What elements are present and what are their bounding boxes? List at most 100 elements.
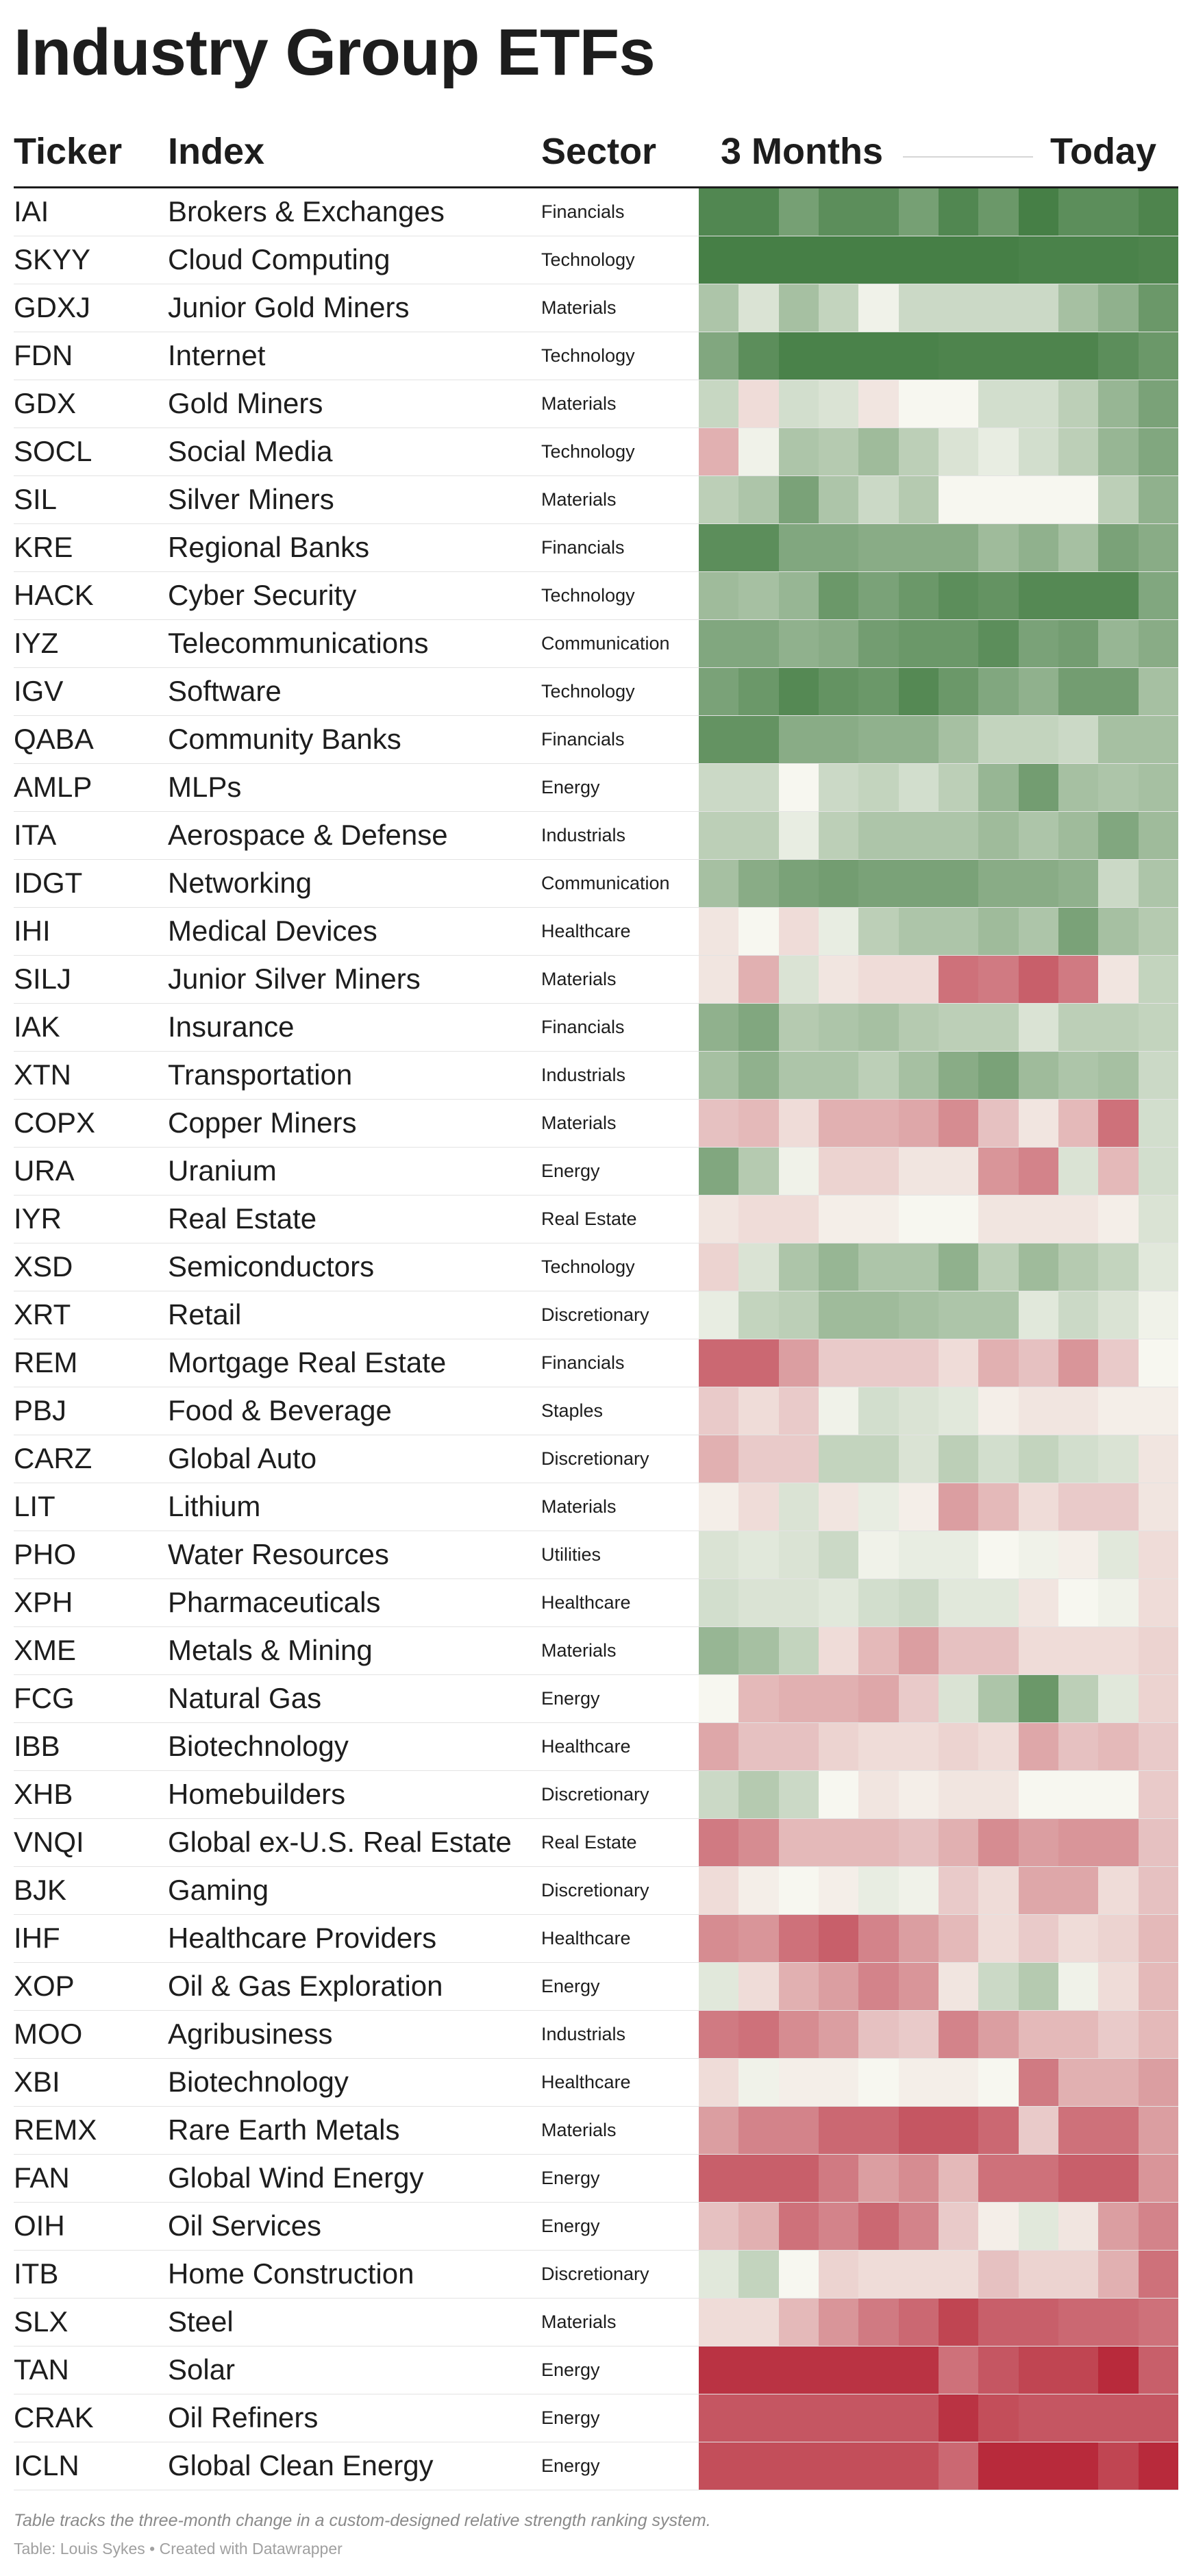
heatmap-strip: [699, 1531, 1178, 1579]
heatmap-cell: [818, 1531, 859, 1579]
heatmap-cell: [1058, 428, 1099, 476]
heatmap-strip: [699, 284, 1178, 332]
sector-cell: Energy: [541, 1161, 600, 1181]
heatmap-cell: [978, 1867, 1019, 1915]
heatmap-strip: [699, 476, 1178, 524]
ticker-cell: IAI: [14, 195, 49, 227]
sector-cell: Real Estate: [541, 1832, 637, 1853]
heatmap-cell: [1098, 716, 1139, 764]
heatmap-cell: [818, 1148, 859, 1196]
heatmap-cell: [818, 812, 859, 860]
heatmap-strip: [699, 188, 1178, 236]
heatmap-cell: [699, 620, 739, 668]
column-header-ticker[interactable]: Ticker: [14, 131, 123, 172]
sector-cell: Energy: [541, 2407, 600, 2428]
heatmap-strip: [699, 812, 1178, 860]
row-divider: [14, 1578, 1178, 1579]
heatmap-cell: [778, 284, 819, 332]
heatmap-cell: [699, 2011, 739, 2059]
row-divider: [14, 2250, 1178, 2251]
heatmap-cell: [938, 284, 979, 332]
heatmap-cell: [938, 476, 979, 524]
row-divider: [14, 1099, 1178, 1100]
heatmap-strip: [699, 1627, 1178, 1675]
heatmap-cell: [1018, 1579, 1058, 1627]
heatmap-cell: [1098, 1243, 1139, 1291]
heatmap-cell: [818, 764, 859, 812]
heatmap-cell: [978, 2299, 1019, 2346]
heatmap-cell: [1138, 1339, 1178, 1387]
heatmap-cell: [1058, 2394, 1099, 2442]
heatmap-cell: [898, 620, 939, 668]
heatmap-cell: [818, 188, 859, 236]
ticker-cell: SILJ: [14, 963, 72, 995]
row-divider: [14, 1195, 1178, 1196]
heatmap-cell: [778, 812, 819, 860]
row-divider: [14, 859, 1178, 860]
heatmap-cell: [858, 2251, 899, 2299]
table-row: XRT Retail Discretionary: [0, 1291, 1192, 1339]
heatmap-cell: [938, 2011, 979, 2059]
heatmap-cell: [898, 1004, 939, 1052]
heatmap-cell: [938, 1771, 979, 1819]
heatmap-strip: [699, 620, 1178, 668]
sector-cell: Technology: [541, 681, 635, 702]
heatmap-cell: [738, 2394, 779, 2442]
heatmap-cell: [818, 1052, 859, 1100]
column-header-index[interactable]: Index: [168, 131, 265, 172]
table-row: XME Metals & Mining Materials: [0, 1627, 1192, 1675]
sector-cell: Energy: [541, 2216, 600, 2236]
heatmap-cell: [1058, 380, 1099, 428]
heatmap-cell: [898, 332, 939, 380]
heatmap-cell: [978, 284, 1019, 332]
heatmap-cell: [1098, 956, 1139, 1004]
heatmap-cell: [978, 2251, 1019, 2299]
heatmap-cell: [1138, 1483, 1178, 1531]
heatmap-cell: [858, 716, 899, 764]
index-cell: Food & Beverage: [168, 1394, 392, 1426]
heatmap-cell: [1058, 2299, 1099, 2346]
sector-cell: Technology: [541, 1256, 635, 1277]
heatmap-cell: [699, 1483, 739, 1531]
heatmap-cell: [1138, 476, 1178, 524]
table-row: XTN Transportation Industrials: [0, 1052, 1192, 1100]
heatmap-cell: [778, 620, 819, 668]
heatmap-cell: [699, 236, 739, 284]
heatmap-cell: [898, 1052, 939, 1100]
index-cell: Uranium: [168, 1154, 277, 1187]
heatmap-cell: [898, 2011, 939, 2059]
heatmap-strip: [699, 1435, 1178, 1483]
row-divider: [14, 1914, 1178, 1915]
index-cell: Real Estate: [168, 1202, 317, 1235]
heatmap-strip: [699, 380, 1178, 428]
heatmap-cell: [858, 1867, 899, 1915]
heatmap-cell: [1018, 908, 1058, 956]
heatmap-cell: [938, 332, 979, 380]
heatmap-cell: [778, 428, 819, 476]
heatmap-cell: [898, 1915, 939, 1963]
sector-cell: Healthcare: [541, 1592, 631, 1613]
heatmap-cell: [938, 1435, 979, 1483]
heatmap-cell: [1018, 476, 1058, 524]
heatmap-cell: [699, 380, 739, 428]
table-row: SLX Steel Materials: [0, 2299, 1192, 2346]
heatmap-cell: [1018, 1339, 1058, 1387]
heatmap-cell: [858, 668, 899, 716]
ticker-cell: MOO: [14, 2018, 83, 2050]
heatmap-cell: [1098, 668, 1139, 716]
index-cell: Insurance: [168, 1011, 295, 1043]
table-row: IGV Software Technology: [0, 668, 1192, 716]
heatmap-cell: [898, 1723, 939, 1771]
heatmap-cell: [1138, 380, 1178, 428]
heatmap-cell: [778, 236, 819, 284]
heatmap-cell: [898, 1963, 939, 2011]
heatmap-cell: [699, 1291, 739, 1339]
column-header-sector[interactable]: Sector: [541, 131, 657, 172]
index-cell: Junior Gold Miners: [168, 291, 410, 323]
heatmap-cell: [1058, 1243, 1099, 1291]
heatmap-cell: [699, 2059, 739, 2107]
table-row: TAN Solar Energy: [0, 2346, 1192, 2394]
heatmap-cell: [1138, 1387, 1178, 1435]
heatmap-cell: [978, 1723, 1019, 1771]
heatmap-strip: [699, 236, 1178, 284]
